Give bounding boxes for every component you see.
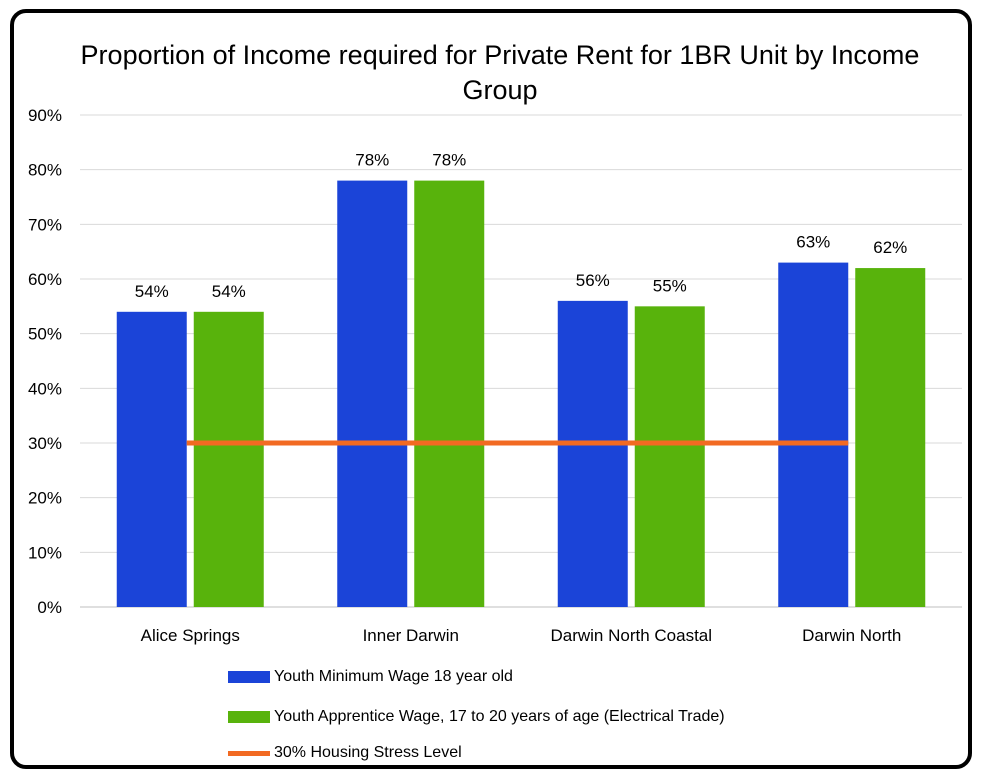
y-tick-label: 60%	[28, 270, 62, 289]
legend-swatch-series-2	[228, 711, 270, 723]
bar	[116, 311, 187, 607]
bar	[557, 300, 628, 607]
y-tick-label: 20%	[28, 489, 62, 508]
data-label: 63%	[796, 233, 830, 252]
data-label: 78%	[432, 151, 466, 170]
data-labels: 54% 54% 78% 78% 56% 55% 63% 62%	[135, 151, 908, 301]
legend-item-series-2: Youth Apprentice Wage, 17 to 20 years of…	[228, 706, 725, 728]
legend-label-reference-line: 30% Housing Stress Level	[274, 744, 462, 761]
y-tick-label: 70%	[28, 215, 62, 234]
bar	[193, 311, 264, 607]
legend-label-series-1: Youth Minimum Wage 18 year old	[274, 668, 513, 685]
legend-label-series-2: Youth Apprentice Wage, 17 to 20 years of…	[274, 708, 725, 725]
bar	[855, 268, 926, 607]
x-tick-label: Darwin North Coastal	[550, 626, 712, 645]
x-tick-label: Alice Springs	[141, 626, 240, 645]
y-tick-label: 90%	[28, 106, 62, 125]
x-tick-label: Darwin North	[802, 626, 901, 645]
y-tick-label: 10%	[28, 543, 62, 562]
y-axis: 0% 10% 20% 30% 40% 50% 60% 70% 80% 90%	[28, 106, 62, 617]
y-tick-label: 0%	[37, 598, 62, 617]
bar	[337, 180, 408, 607]
bar	[634, 306, 705, 607]
x-axis: Alice Springs Inner Darwin Darwin North Co…	[141, 626, 902, 645]
chart-title: Proportion of Income required for Privat…	[80, 40, 920, 105]
y-tick-label: 50%	[28, 325, 62, 344]
legend-item-reference-line: 30% Housing Stress Level	[228, 742, 462, 764]
legend-item-series-1: Youth Minimum Wage 18 year old	[228, 666, 513, 688]
legend-swatch-series-1	[228, 671, 270, 683]
x-tick-label: Inner Darwin	[363, 626, 459, 645]
data-label: 54%	[135, 282, 169, 301]
data-label: 56%	[576, 271, 610, 290]
bar	[778, 262, 849, 607]
data-label: 62%	[873, 238, 907, 257]
data-label: 54%	[212, 282, 246, 301]
bar	[414, 180, 485, 607]
data-label: 55%	[653, 276, 687, 295]
bars	[116, 180, 926, 607]
y-tick-label: 40%	[28, 379, 62, 398]
legend-swatch-reference-line	[228, 750, 270, 756]
y-tick-label: 30%	[28, 434, 62, 453]
data-label: 78%	[355, 151, 389, 170]
y-tick-label: 80%	[28, 161, 62, 180]
